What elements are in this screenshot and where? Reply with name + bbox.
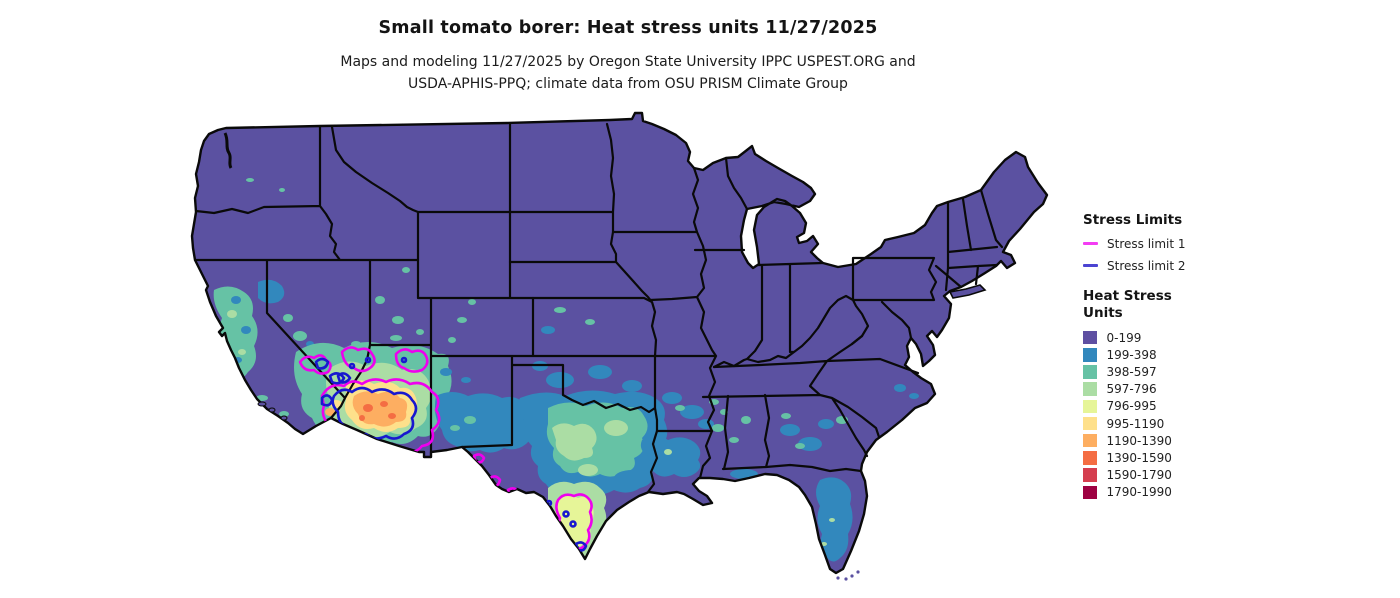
swatch-color-1 [1083, 348, 1097, 362]
swatch-label-7: 1390-1590 [1106, 450, 1172, 465]
legend-panel: Stress Limits Stress limit 1 Stress limi… [1083, 212, 1283, 501]
swatch-color-7 [1083, 451, 1097, 465]
swatch-label-3: 597-796 [1106, 382, 1157, 397]
swatch-row-6: 1190-1390 [1083, 432, 1283, 449]
puget-sound [223, 132, 233, 169]
swatch-row-2: 398-597 [1083, 363, 1283, 380]
heat-units-heading: Heat Stress Units [1083, 288, 1283, 322]
swatch-label-5: 995-1190 [1106, 416, 1165, 431]
swatch-label-8: 1590-1790 [1106, 468, 1172, 483]
page-title: Small tomato borer: Heat stress units 11… [378, 18, 878, 38]
swatch-label-6: 1190-1390 [1106, 433, 1172, 448]
swatch-color-3 [1083, 382, 1097, 396]
swatch-row-7: 1390-1590 [1083, 449, 1283, 466]
stress-limit-1-label: Stress limit 1 [1107, 236, 1186, 251]
swatch-row-1: 199-398 [1083, 346, 1283, 363]
stress-limit-2-line-sample [1083, 264, 1098, 267]
stress-limit-2-label: Stress limit 2 [1107, 258, 1186, 273]
stress-limit-1-line-sample [1083, 242, 1098, 245]
swatch-label-2: 398-597 [1106, 364, 1157, 379]
swatch-row-4: 796-995 [1083, 398, 1283, 415]
long-island [948, 284, 987, 299]
swatch-color-5 [1083, 416, 1097, 431]
swatch-row-3: 597-796 [1083, 381, 1283, 398]
swatch-row-9: 1790-1990 [1083, 484, 1283, 501]
swatch-label-1: 199-398 [1106, 347, 1157, 362]
swatch-color-4 [1083, 399, 1097, 414]
subtitle-line-2: USDA-APHIS-PPQ; climate data from OSU PR… [408, 76, 848, 92]
swatch-label-0: 0-199 [1106, 330, 1142, 345]
offshore-islands [257, 284, 987, 581]
swatch-row-5: 995-1190 [1083, 415, 1283, 432]
heat-units-heading-line1: Heat Stress [1083, 288, 1172, 304]
swatch-color-8 [1083, 468, 1097, 482]
figure-subtitle: Maps and modeling 11/27/2025 by Oregon S… [0, 51, 1256, 95]
swatch-color-9 [1083, 485, 1097, 500]
stress-limit-1-row: Stress limit 1 [1083, 236, 1283, 251]
swatch-label-4: 796-995 [1106, 399, 1157, 414]
swatch-color-2 [1083, 365, 1097, 379]
heat-unit-patches [213, 178, 919, 562]
subtitle-line-1: Maps and modeling 11/27/2025 by Oregon S… [340, 54, 916, 70]
state-borders [193, 122, 1004, 494]
stress-limit-2-contours [314, 356, 588, 552]
stress-limits-heading: Stress Limits [1083, 212, 1183, 228]
swatch-label-9: 1790-1990 [1106, 485, 1172, 500]
stress-limit-2-row: Stress limit 2 [1083, 258, 1283, 273]
swatch-row-8: 1590-1790 [1083, 467, 1283, 484]
figure-header: Small tomato borer: Heat stress units 11… [0, 18, 1256, 95]
heat-units-swatch-list: 0-199 199-398 398-597 597-796 796-995 99… [1083, 329, 1283, 501]
swatch-color-0 [1083, 330, 1097, 345]
heat-units-heading-line2: Units [1083, 305, 1123, 321]
swatch-row-0: 0-199 [1083, 329, 1283, 346]
swatch-color-6 [1083, 433, 1097, 448]
